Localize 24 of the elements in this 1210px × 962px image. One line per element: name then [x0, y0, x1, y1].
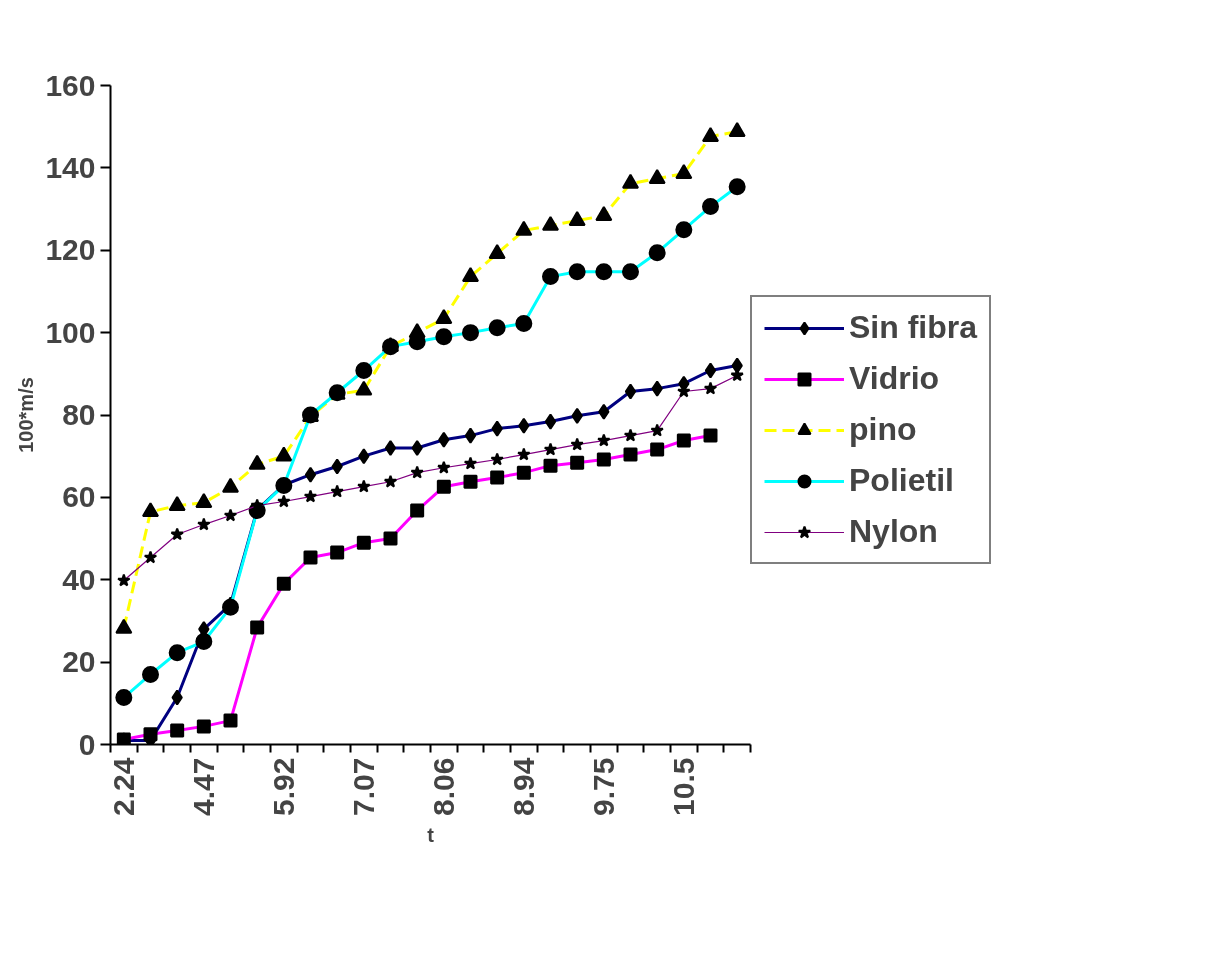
x-tick-label: 9.75 — [586, 757, 620, 816]
x-axis-title: t — [427, 823, 435, 846]
legend-label: Sin fibra — [849, 309, 978, 346]
x-tick-label: 10.5 — [666, 757, 700, 816]
legend-label: Polietil — [849, 462, 954, 499]
y-tick-label: 140 — [45, 150, 96, 184]
x-tick-label: 2.24 — [106, 757, 140, 816]
y-tick-label: 80 — [62, 398, 96, 431]
x-tick-label: 7.07 — [346, 757, 380, 816]
y-tick-label: 0 — [78, 727, 96, 761]
x-tick-label: 8.06 — [426, 757, 460, 816]
y-tick-label: 100 — [45, 315, 96, 349]
legend-label: Vidrio — [849, 360, 940, 397]
y-tick-label: 20 — [62, 645, 96, 679]
x-tick-label: 4.47 — [186, 757, 220, 816]
y-tick-label: 60 — [62, 480, 96, 514]
y-tick-label: 160 — [45, 68, 96, 102]
y-axis-title: 100*m/s — [15, 377, 38, 453]
legend-label: pino — [849, 411, 917, 448]
y-tick-label: 120 — [45, 233, 96, 267]
x-tick-label: 5.92 — [266, 757, 300, 816]
y-tick-label: 40 — [62, 562, 96, 596]
legend-label: Nylon — [849, 513, 938, 550]
x-tick-label: 8.94 — [506, 757, 540, 816]
